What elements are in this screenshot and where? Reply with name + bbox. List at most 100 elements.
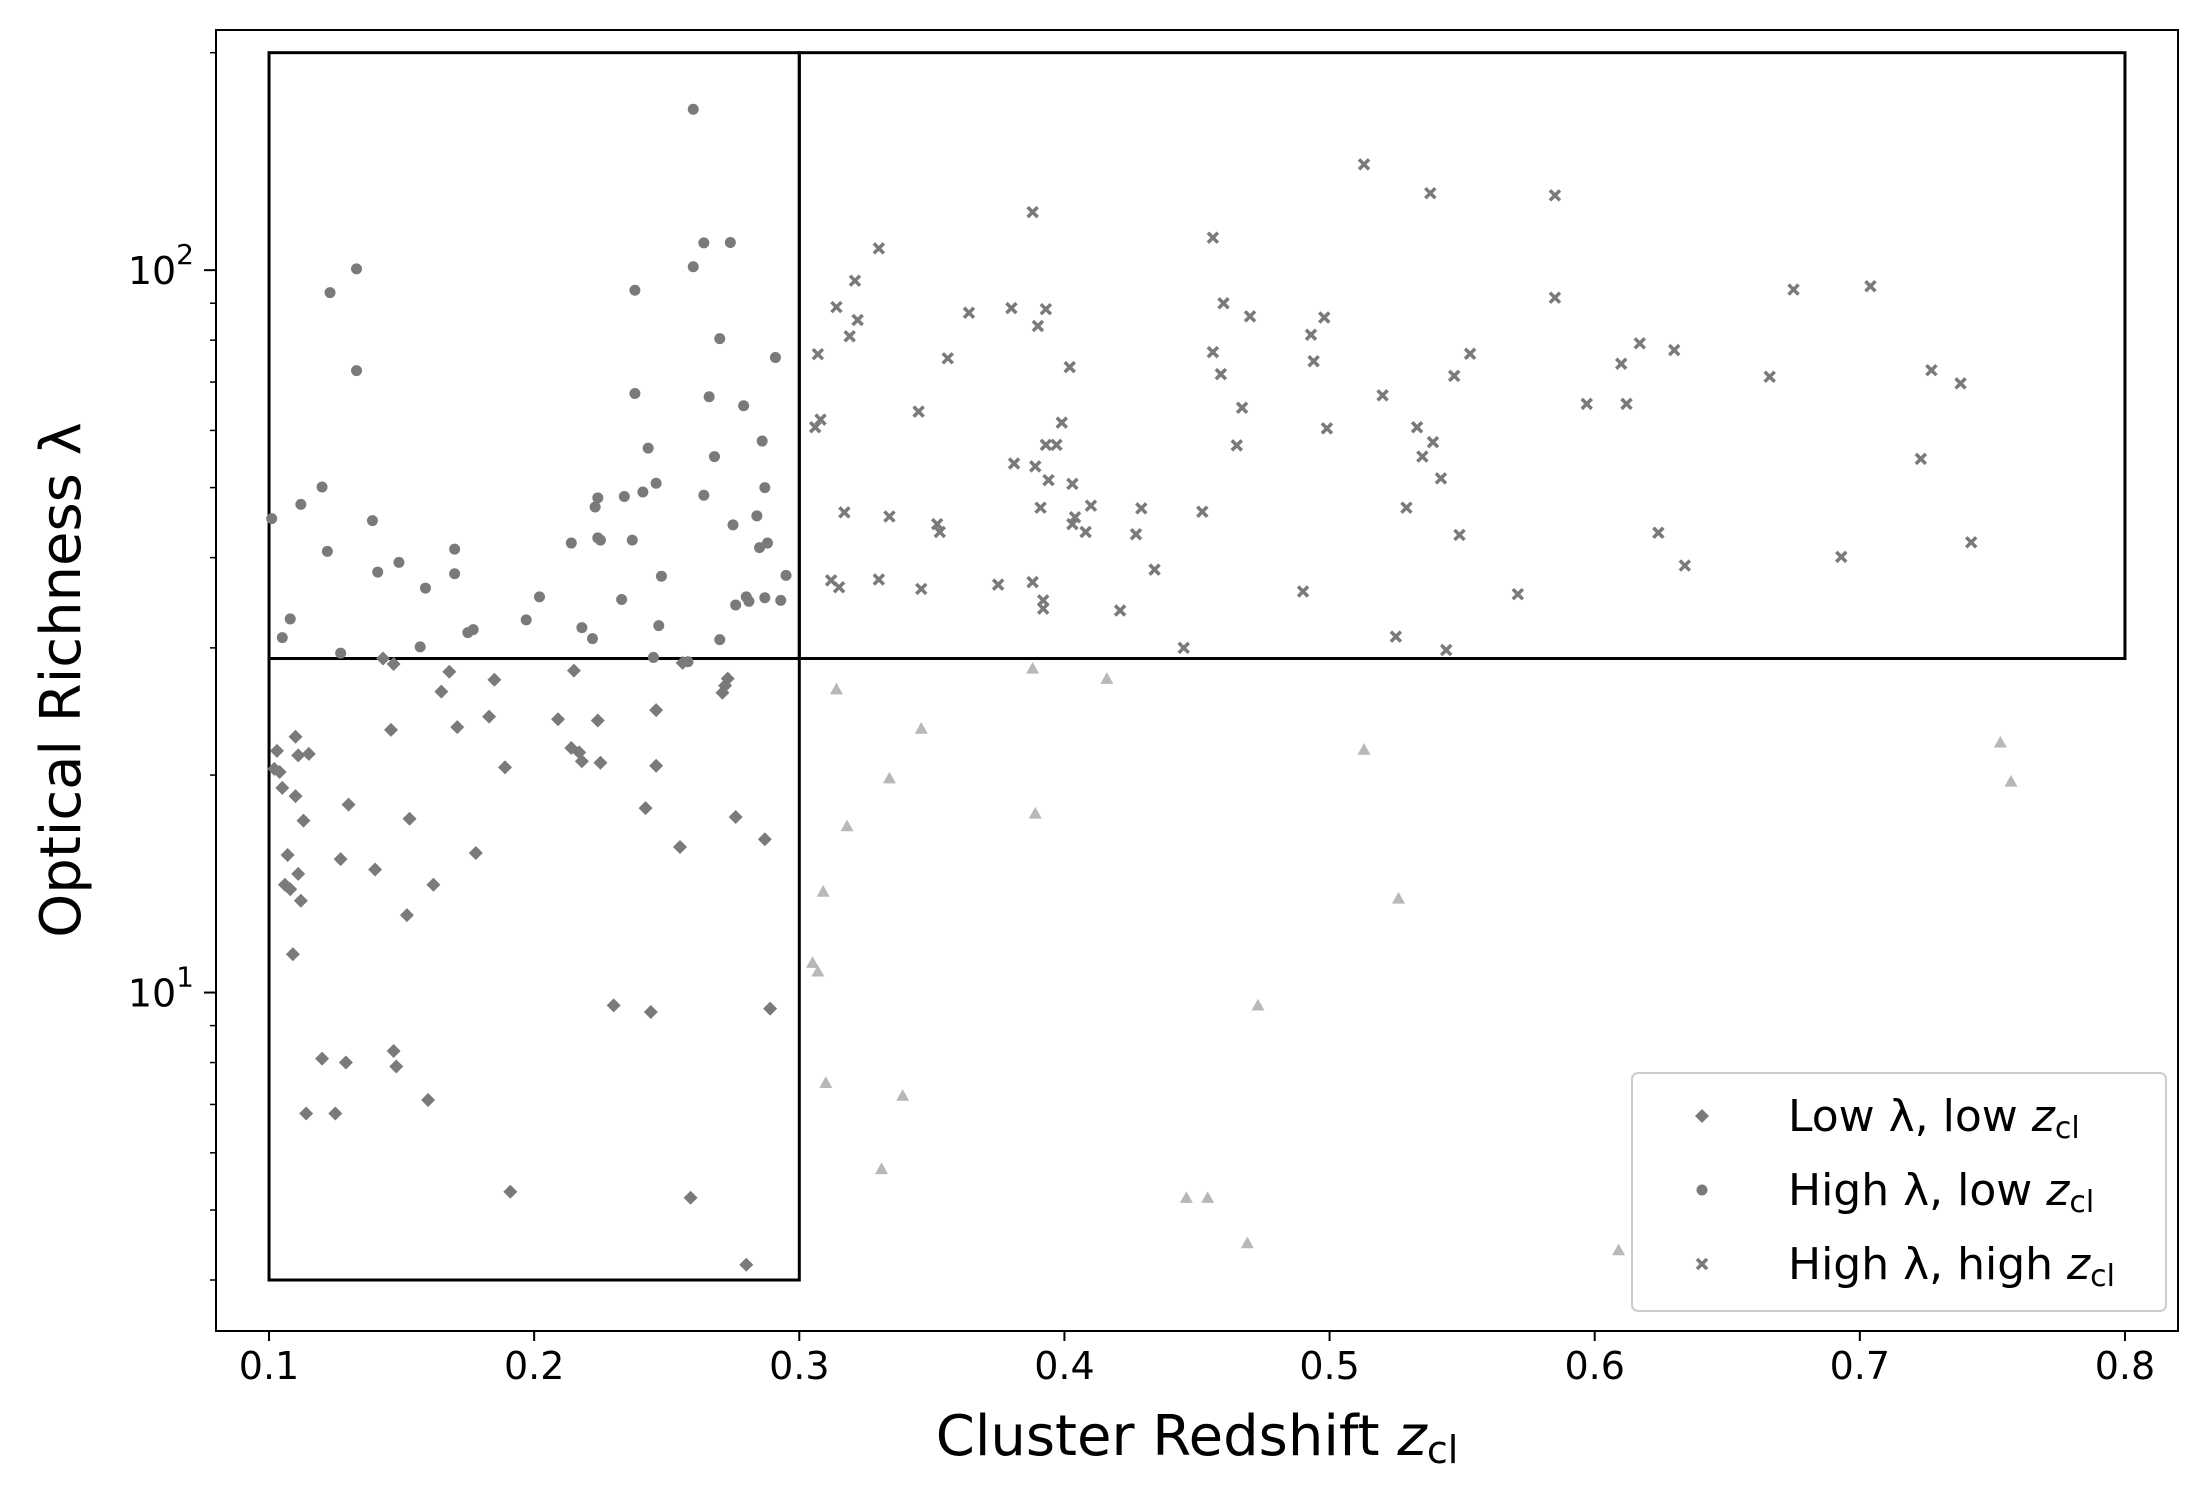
data-point-circle bbox=[316, 481, 328, 493]
data-point-diamond bbox=[269, 743, 284, 758]
data-point-cross bbox=[814, 413, 827, 426]
selection-box-2 bbox=[267, 51, 801, 661]
y-axis-ticks: 101 102 bbox=[128, 51, 216, 1281]
legend-frame bbox=[1631, 1072, 2167, 1312]
data-point-circle bbox=[565, 537, 577, 549]
data-point-diamond bbox=[497, 760, 512, 775]
data-point-triangle bbox=[840, 819, 854, 832]
data-point-triangle bbox=[874, 1162, 888, 1175]
data-point-cross bbox=[1036, 602, 1050, 615]
data-point-cross bbox=[832, 580, 846, 594]
data-point-diamond bbox=[482, 709, 497, 724]
data-point-cross bbox=[1005, 301, 1018, 315]
data-point-diamond bbox=[649, 758, 664, 773]
data-point-circle bbox=[687, 103, 699, 115]
data-point-diamond bbox=[739, 1257, 754, 1272]
data-point-circle bbox=[467, 624, 479, 636]
data-point-diamond bbox=[566, 663, 581, 678]
data-point-diamond bbox=[368, 862, 383, 877]
data-point-cross bbox=[1050, 438, 1063, 452]
legend-marker-diamond bbox=[1695, 1109, 1709, 1123]
data-point-diamond bbox=[551, 712, 566, 727]
data-point-cross bbox=[1206, 231, 1220, 244]
data-point-diamond bbox=[574, 754, 589, 769]
data-point-diamond bbox=[285, 947, 300, 962]
x-axis-ticks: 0.1 0.2 0.3 0.4 0.5 0.6 0.7 0.8 bbox=[239, 1331, 2155, 1388]
data-point-circle bbox=[618, 491, 630, 503]
data-point-triangle bbox=[896, 1089, 910, 1101]
data-point-diamond bbox=[672, 840, 687, 855]
data-point-triangle bbox=[882, 771, 896, 784]
legend-marker-circle bbox=[1696, 1184, 1708, 1196]
data-point-diamond bbox=[386, 1044, 401, 1059]
data-point-triangle bbox=[1201, 1191, 1215, 1203]
data-point-cross bbox=[883, 510, 896, 523]
data-point-circle bbox=[759, 482, 771, 494]
data-point-circle bbox=[276, 632, 288, 644]
data-point-diamond bbox=[275, 780, 290, 795]
data-point-diamond bbox=[291, 748, 306, 763]
data-point-cross bbox=[962, 306, 976, 319]
data-point-diamond bbox=[389, 1059, 404, 1074]
x-tick-label: 0.3 bbox=[769, 1344, 829, 1388]
data-point-circle bbox=[366, 515, 378, 527]
data-point-circle bbox=[637, 486, 649, 498]
data-point-cross bbox=[1668, 343, 1681, 357]
data-point-cross bbox=[1029, 460, 1042, 473]
data-point-diamond bbox=[590, 713, 605, 728]
data-point-cross bbox=[1042, 473, 1055, 487]
data-point-triangle bbox=[2004, 774, 2018, 787]
data-point-cross bbox=[1026, 205, 1039, 219]
data-point-diamond bbox=[272, 764, 287, 779]
data-point-cross bbox=[872, 573, 886, 586]
data-point-cross bbox=[1864, 280, 1877, 293]
data-point-triangle bbox=[816, 884, 830, 897]
series-diamond bbox=[267, 651, 778, 1272]
data-point-cross bbox=[1787, 283, 1800, 296]
data-point-circle bbox=[324, 287, 336, 299]
data-point-cross bbox=[851, 313, 864, 327]
x-axis-label: Cluster Redshift zcl bbox=[936, 1404, 1459, 1472]
data-point-diamond bbox=[426, 877, 441, 892]
data-point-circle bbox=[730, 599, 742, 611]
data-point-cross bbox=[830, 300, 843, 314]
data-point-cross bbox=[838, 506, 851, 519]
data-point-cross bbox=[1424, 186, 1437, 200]
data-point-cross bbox=[1652, 526, 1665, 539]
y-tick-label: 101 bbox=[128, 961, 194, 1016]
data-point-cross bbox=[1214, 367, 1228, 381]
data-point-circle bbox=[629, 387, 641, 399]
legend-marker-cross bbox=[1695, 1257, 1709, 1271]
data-point-circle bbox=[698, 237, 710, 249]
data-point-circle bbox=[647, 651, 659, 663]
data-point-diamond bbox=[638, 801, 653, 816]
data-point-cross bbox=[1763, 370, 1776, 383]
y-tick-label: 102 bbox=[128, 238, 194, 293]
selection-boxes bbox=[267, 51, 2127, 1282]
data-point-cross bbox=[1079, 525, 1092, 539]
data-point-circle bbox=[576, 622, 588, 634]
data-point-cross bbox=[1914, 452, 1928, 466]
legend: Low λ, low zcl High λ, low zcl High λ, hig… bbox=[1631, 1072, 2167, 1312]
data-point-circle bbox=[393, 556, 405, 568]
data-point-cross bbox=[1217, 296, 1230, 310]
data-point-circle bbox=[698, 489, 710, 501]
data-point-cross bbox=[1410, 421, 1424, 434]
data-point-diamond bbox=[280, 848, 295, 863]
data-point-diamond bbox=[288, 729, 303, 744]
data-point-circle bbox=[351, 263, 363, 275]
data-point-diamond bbox=[293, 893, 308, 908]
data-point-circle bbox=[727, 519, 739, 531]
data-point-circle bbox=[751, 510, 763, 522]
data-point-cross bbox=[933, 525, 947, 539]
x-tick-label: 0.1 bbox=[239, 1344, 299, 1388]
data-point-triangle bbox=[1240, 1236, 1254, 1249]
data-point-diamond bbox=[487, 672, 502, 687]
data-point-circle bbox=[449, 568, 461, 580]
data-point-circle bbox=[629, 284, 641, 296]
data-point-diamond bbox=[291, 866, 306, 881]
data-point-diamond bbox=[333, 852, 348, 867]
data-point-circle bbox=[650, 477, 662, 489]
data-point-cross bbox=[1177, 641, 1190, 655]
data-point-cross bbox=[848, 274, 862, 287]
